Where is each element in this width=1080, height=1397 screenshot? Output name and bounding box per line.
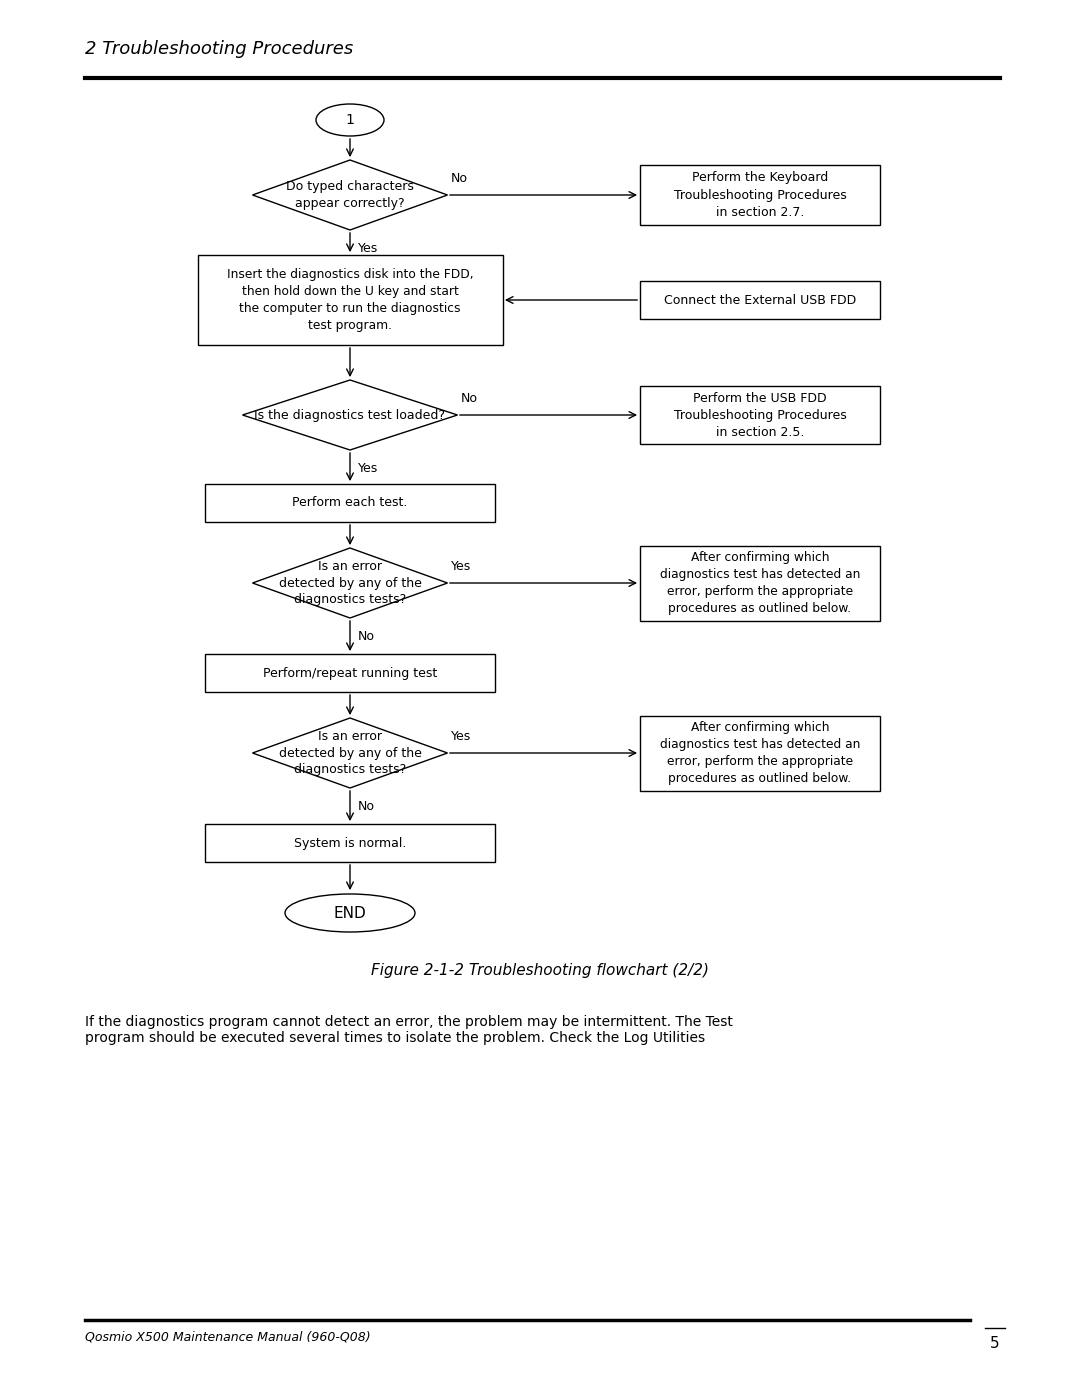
Text: Do typed characters
appear correctly?: Do typed characters appear correctly? bbox=[286, 180, 414, 210]
Text: Is an error
detected by any of the
diagnostics tests?: Is an error detected by any of the diagn… bbox=[279, 729, 421, 777]
Text: Figure 2-1-2 Troubleshooting flowchart (2/2): Figure 2-1-2 Troubleshooting flowchart (… bbox=[372, 963, 708, 978]
Bar bbox=[198, 256, 502, 345]
Bar bbox=[640, 545, 880, 620]
Text: Perform/repeat running test: Perform/repeat running test bbox=[262, 666, 437, 679]
Text: Yes: Yes bbox=[357, 462, 378, 475]
Text: Connect the External USB FDD: Connect the External USB FDD bbox=[664, 293, 856, 306]
Bar bbox=[205, 483, 495, 522]
Bar bbox=[205, 824, 495, 862]
Bar bbox=[640, 281, 880, 319]
Text: Insert the diagnostics disk into the FDD,
then hold down the U key and start
the: Insert the diagnostics disk into the FDD… bbox=[227, 268, 473, 332]
Text: Is the diagnostics test loaded?: Is the diagnostics test loaded? bbox=[255, 408, 446, 422]
Bar bbox=[640, 386, 880, 444]
Bar bbox=[205, 654, 495, 692]
Text: Qosmio X500 Maintenance Manual (960-Q08): Qosmio X500 Maintenance Manual (960-Q08) bbox=[85, 1330, 370, 1343]
Text: No: No bbox=[451, 172, 468, 184]
Text: 1: 1 bbox=[346, 113, 354, 127]
Text: Is an error
detected by any of the
diagnostics tests?: Is an error detected by any of the diagn… bbox=[279, 560, 421, 606]
Text: Yes: Yes bbox=[451, 560, 471, 573]
Text: No: No bbox=[357, 800, 375, 813]
Text: Perform the USB FDD
Troubleshooting Procedures
in section 2.5.: Perform the USB FDD Troubleshooting Proc… bbox=[674, 391, 847, 439]
Text: END: END bbox=[334, 905, 366, 921]
Text: After confirming which
diagnostics test has detected an
error, perform the appro: After confirming which diagnostics test … bbox=[660, 550, 860, 615]
Bar bbox=[640, 165, 880, 225]
Text: No: No bbox=[461, 393, 478, 405]
Text: 5: 5 bbox=[990, 1336, 1000, 1351]
Text: No: No bbox=[357, 630, 375, 643]
Text: Perform each test.: Perform each test. bbox=[293, 496, 407, 510]
Bar bbox=[640, 715, 880, 791]
Text: If the diagnostics program cannot detect an error, the problem may be intermitte: If the diagnostics program cannot detect… bbox=[85, 1016, 733, 1045]
Text: After confirming which
diagnostics test has detected an
error, perform the appro: After confirming which diagnostics test … bbox=[660, 721, 860, 785]
Text: Yes: Yes bbox=[357, 242, 378, 256]
Text: System is normal.: System is normal. bbox=[294, 837, 406, 849]
Text: 2 Troubleshooting Procedures: 2 Troubleshooting Procedures bbox=[85, 41, 353, 59]
Text: Yes: Yes bbox=[451, 731, 471, 743]
Text: Perform the Keyboard
Troubleshooting Procedures
in section 2.7.: Perform the Keyboard Troubleshooting Pro… bbox=[674, 172, 847, 218]
